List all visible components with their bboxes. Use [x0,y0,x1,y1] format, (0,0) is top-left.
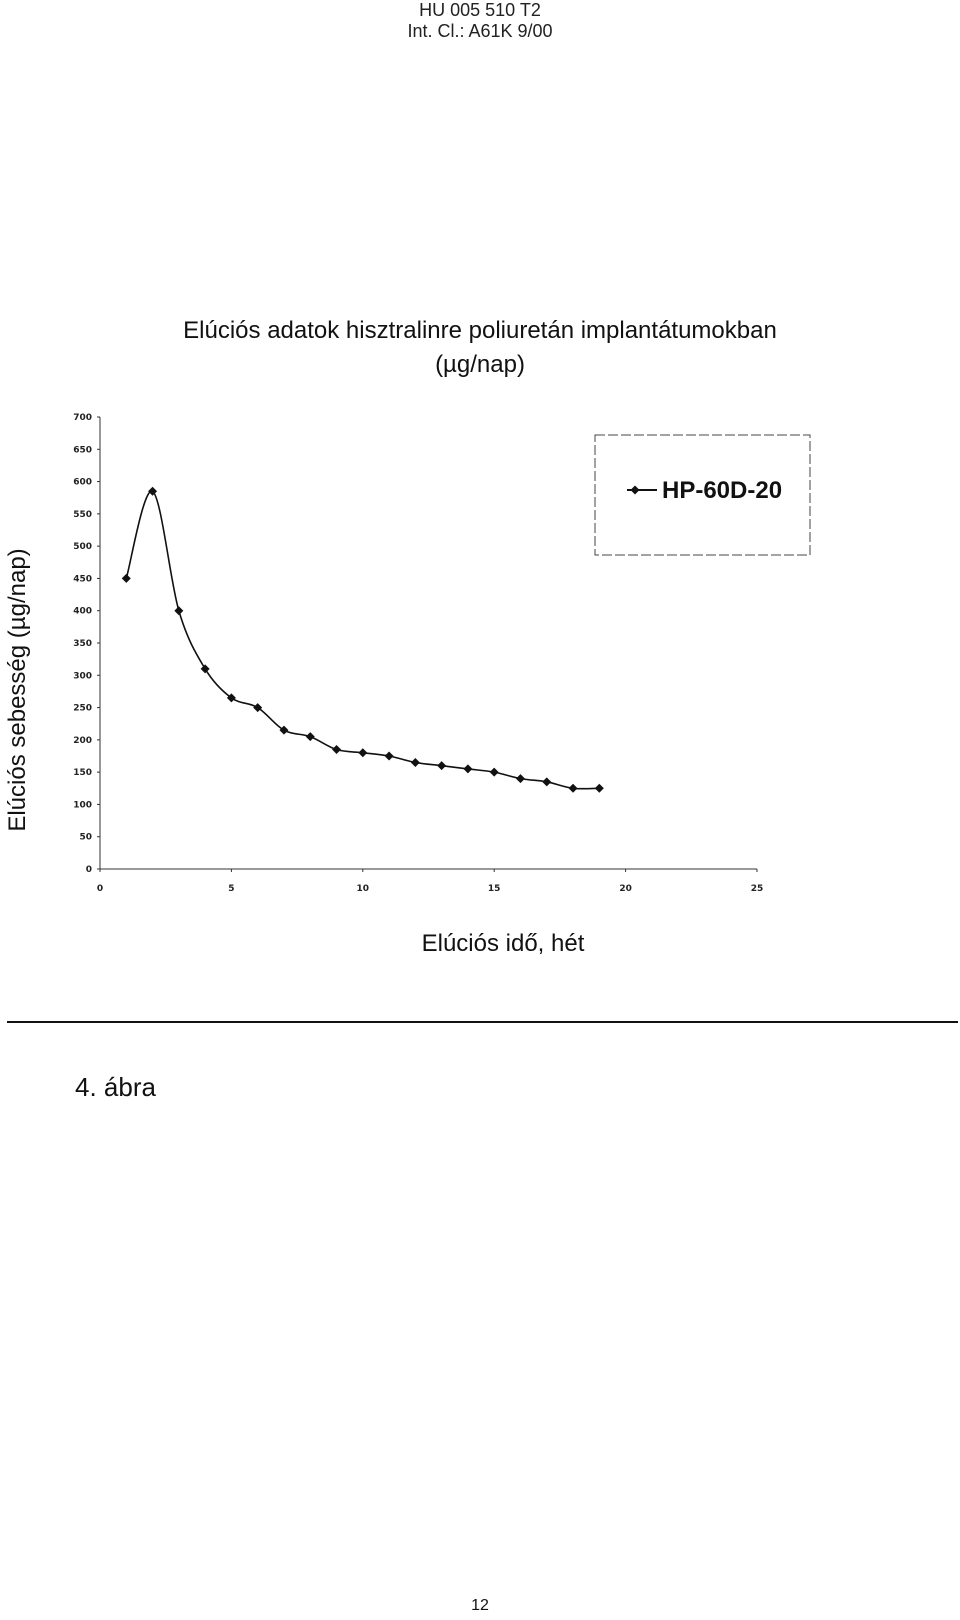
classification: Int. Cl.: A61K 9/00 [407,21,553,41]
y-tick-label: 600 [73,478,92,488]
data-point-marker [121,573,131,583]
y-tick-label: 250 [73,704,92,714]
data-point-marker [594,783,604,793]
chart-title-block: Elúciós adatok hisztralinre poliuretán i… [140,314,820,382]
data-point-marker [410,757,420,767]
x-tick-label: 10 [357,884,370,894]
x-tick-label: 25 [751,884,764,894]
figure-label: 4. ábra [75,1072,156,1102]
series-line [125,490,600,790]
x-axis-label: Elúciós idő, hét [421,930,585,957]
data-point-marker [174,606,184,616]
data-point-marker [253,703,263,713]
chart-subtitle: (µg/nap) [435,351,525,378]
x-tick-label: 15 [488,884,501,894]
data-point-marker [384,751,394,761]
divider-rule [7,1021,958,1023]
y-tick-label: 200 [73,736,92,746]
line-chart: 0501001502002503003504004505005506006507… [73,413,811,894]
data-point-marker [332,745,342,755]
x-tick-label: 5 [228,884,234,894]
data-point-marker [542,777,552,787]
data-point-marker [279,725,289,735]
data-point-marker [200,664,210,674]
y-tick-label: 500 [73,542,92,552]
y-tick-label: 100 [73,800,92,810]
document-header: HU 005 510 T2 Int. Cl.: A61K 9/00 [0,0,960,42]
y-tick-label: 50 [79,833,92,843]
data-point-marker [515,774,525,784]
legend-marker [630,485,640,495]
data-point-marker [568,783,578,793]
y-tick-label: 700 [73,413,92,423]
data-point-marker [305,732,315,742]
y-tick-label: 150 [73,768,92,778]
x-tick-label: 20 [619,884,632,894]
data-point-marker [463,764,473,774]
y-tick-label: 400 [73,607,92,617]
data-point-marker [437,761,447,771]
data-point-marker [226,693,236,703]
y-tick-label: 450 [73,574,92,584]
y-tick-label: 650 [73,445,92,455]
legend-label: HP-60D-20 [662,477,782,504]
y-tick-label: 550 [73,510,92,520]
data-point-marker [489,767,499,777]
y-tick-label: 0 [86,865,92,875]
data-point-marker [358,748,368,758]
y-tick-label: 300 [73,671,92,681]
page-number: 12 [471,1597,489,1614]
doc-number: HU 005 510 T2 [419,0,541,20]
y-tick-label: 350 [73,639,92,649]
x-tick-label: 0 [97,884,103,894]
chart-title: Elúciós adatok hisztralinre poliuretán i… [183,317,777,344]
data-point-marker [148,486,158,496]
legend-box [594,434,811,556]
